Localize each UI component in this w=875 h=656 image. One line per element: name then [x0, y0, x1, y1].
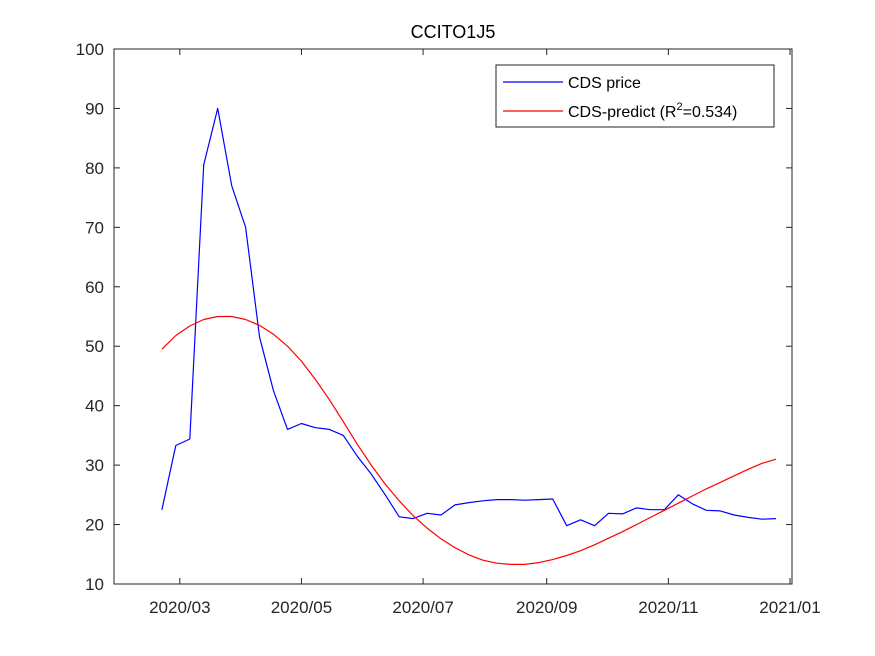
y-tick-label: 30 — [85, 456, 104, 475]
y-tick-label: 100 — [76, 40, 104, 59]
legend-predict-superscript: 2 — [676, 101, 682, 113]
legend-label-cds-predict: CDS-predict (R2=0.534) — [568, 101, 737, 121]
x-tick-label: 2020/11 — [638, 598, 698, 617]
legend: CDS price CDS-predict (R2=0.534) — [495, 64, 775, 128]
x-tick-label: 2020/07 — [392, 598, 453, 617]
chart-title: CCITO1J5 — [411, 22, 496, 42]
series-lines — [161, 107, 777, 566]
x-tick-label: 2020/09 — [516, 598, 577, 617]
x-tick-label: 2020/03 — [149, 598, 210, 617]
y-tick-label: 10 — [85, 575, 104, 594]
y-tick-label: 90 — [85, 99, 104, 118]
y-tick-label: 20 — [85, 516, 104, 535]
x-tick-label: 2021/01 — [759, 598, 820, 617]
y-tick-label: 80 — [85, 159, 104, 178]
legend-predict-base: CDS-predict (R — [568, 104, 676, 121]
axes: 10 20 30 40 50 60 70 80 90 100 2020/03 2020/05 2020/… — [76, 40, 821, 617]
series-line-cds-predict — [161, 315, 777, 566]
series-line-cds-price — [161, 107, 777, 527]
y-tick-label: 50 — [85, 337, 104, 356]
legend-label-cds-price: CDS price — [568, 75, 641, 92]
legend-box — [495, 64, 775, 128]
y-tick-label: 60 — [85, 278, 104, 297]
y-tick-label: 40 — [85, 397, 104, 416]
legend-predict-suffix: =0.534) — [683, 104, 738, 121]
y-tick-label: 70 — [85, 218, 104, 237]
x-tick-label: 2020/05 — [271, 598, 332, 617]
axes-frame — [113, 48, 793, 585]
